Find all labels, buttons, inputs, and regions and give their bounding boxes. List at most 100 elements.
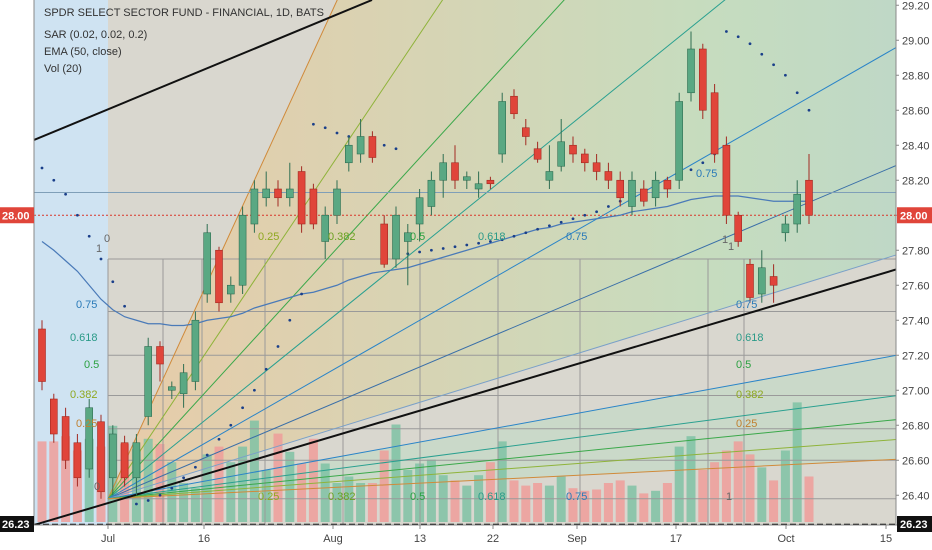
candle-body[interactable]: [557, 141, 566, 167]
candle-body[interactable]: [132, 442, 141, 479]
sar-dot: [760, 52, 764, 56]
sar-dot: [795, 91, 799, 95]
candle-body[interactable]: [97, 421, 105, 493]
candle-body[interactable]: [592, 162, 601, 172]
candle-body[interactable]: [793, 193, 802, 225]
candle-body[interactable]: [156, 346, 164, 365]
candle-body[interactable]: [356, 136, 365, 155]
candle-body[interactable]: [569, 144, 577, 155]
candle-body[interactable]: [109, 433, 117, 479]
candle-body[interactable]: [191, 319, 200, 382]
sar-dot: [689, 168, 693, 172]
candle-body[interactable]: [474, 183, 483, 190]
candle-body[interactable]: [392, 214, 400, 260]
price-axis-bg: [896, 0, 932, 525]
left-axis-bg: [0, 0, 34, 525]
indicator-sar-label[interactable]: SAR (0.02, 0.02, 0.2): [44, 29, 147, 41]
price-tick-label: 28.40: [902, 140, 930, 152]
indicator-vol-label[interactable]: Vol (20): [44, 63, 82, 75]
candle-body[interactable]: [462, 176, 471, 181]
candle-body[interactable]: [274, 188, 282, 199]
candle-body[interactable]: [179, 372, 188, 395]
candle-body[interactable]: [628, 179, 636, 207]
candle-body[interactable]: [38, 328, 46, 382]
candle-body[interactable]: [403, 232, 412, 242]
candle-body[interactable]: [380, 223, 389, 265]
candle-body[interactable]: [710, 92, 719, 155]
candle-body[interactable]: [309, 188, 318, 225]
volume-bar: [710, 462, 720, 522]
sar-dot: [312, 122, 315, 126]
base-price-badge-right: [897, 516, 932, 532]
candle-body[interactable]: [85, 407, 93, 470]
sar-dot: [784, 73, 787, 77]
candle-body[interactable]: [144, 346, 152, 417]
fib-bottom-label: 1: [726, 491, 732, 503]
fib-fan-line: [107, 419, 896, 500]
candle-body[interactable]: [805, 179, 813, 216]
candle-body[interactable]: [368, 136, 377, 158]
fib-fan-line: [107, 439, 896, 500]
candle-body[interactable]: [687, 48, 695, 94]
candle-body[interactable]: [769, 276, 778, 286]
candle-body[interactable]: [61, 416, 70, 461]
volume-bar: [662, 483, 672, 522]
candle-body[interactable]: [262, 188, 271, 199]
candle-body[interactable]: [49, 398, 58, 435]
candle-body[interactable]: [698, 48, 707, 111]
candle-body[interactable]: [533, 148, 542, 160]
time-tick-label: 17: [670, 533, 682, 545]
time-tick-label: Sep: [567, 533, 587, 545]
candle-body[interactable]: [344, 144, 353, 164]
candle-body[interactable]: [604, 171, 613, 181]
volume-bar: [391, 424, 401, 522]
left-shaded-zone: [34, 0, 108, 525]
candle-body[interactable]: [250, 188, 259, 225]
candle-body[interactable]: [510, 95, 518, 115]
sar-dot: [489, 240, 492, 243]
candle-body[interactable]: [427, 179, 436, 207]
volume-bar: [769, 480, 779, 522]
candle-body[interactable]: [238, 214, 247, 286]
fib-top-label: 0.618: [478, 231, 506, 243]
volume-bar: [190, 488, 200, 522]
candle-body[interactable]: [415, 197, 424, 225]
candle-body[interactable]: [757, 267, 766, 295]
volume-bar: [462, 485, 472, 522]
candle-body[interactable]: [451, 162, 459, 181]
candle-body[interactable]: [734, 214, 743, 242]
fib-zero-label: 0: [104, 233, 110, 245]
fib-fan-line: [107, 0, 565, 500]
candle-body[interactable]: [333, 188, 341, 216]
candle-body[interactable]: [663, 179, 672, 190]
candle-body[interactable]: [297, 171, 306, 225]
candle-body[interactable]: [498, 101, 507, 155]
fib-bottom-label: 0.5: [410, 491, 425, 503]
candle-body[interactable]: [168, 386, 176, 391]
candle-body[interactable]: [639, 188, 648, 202]
candle-body[interactable]: [616, 179, 625, 199]
volume-bar: [332, 483, 342, 522]
candle-body[interactable]: [120, 442, 129, 479]
sar-dot: [111, 280, 115, 284]
candle-body[interactable]: [651, 179, 660, 199]
candle-body[interactable]: [215, 249, 223, 304]
candle-body[interactable]: [73, 442, 82, 479]
indicator-ema-label[interactable]: EMA (50, close): [44, 46, 122, 58]
sar-dot: [135, 502, 138, 506]
candle-body[interactable]: [781, 223, 790, 234]
candle-body[interactable]: [486, 179, 495, 185]
candle-body[interactable]: [580, 153, 589, 164]
candle-body[interactable]: [545, 171, 554, 181]
candle-body[interactable]: [439, 162, 448, 181]
candle-body[interactable]: [675, 101, 684, 181]
sar-dot: [64, 192, 67, 196]
candle-body[interactable]: [722, 144, 731, 216]
candle-body[interactable]: [227, 284, 235, 295]
candle-body[interactable]: [321, 214, 330, 242]
candle-body[interactable]: [285, 188, 294, 199]
candle-body[interactable]: [203, 232, 211, 295]
candle-body[interactable]: [746, 263, 754, 298]
candle-body[interactable]: [521, 127, 530, 137]
